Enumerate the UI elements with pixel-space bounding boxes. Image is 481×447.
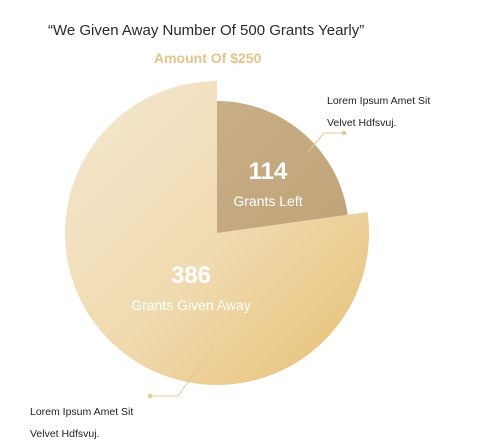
leader-line-top-dot — [341, 130, 347, 136]
annotation-bottom-line1: Lorem Ipsum Amet Sit — [30, 406, 134, 418]
annotation-bottom: Lorem Ipsum Amet Sit Velvet Hdfsvuj. — [30, 401, 190, 445]
slice-grants-left — [217, 101, 348, 233]
leader-line-bottom — [150, 345, 215, 397]
annotation-top-line2: Velvet Hdfsvuj. — [327, 117, 397, 129]
slice-grants-given-away — [64, 81, 369, 385]
slice-grants-left-value: 114 — [249, 158, 288, 185]
leader-line-bottom-dot — [147, 393, 153, 399]
slice-grants-given-away-value: 386 — [171, 262, 211, 289]
slice-grants-left-label: Grants Left — [233, 193, 302, 209]
chart-title: “We Given Away Number Of 500 Grants Year… — [48, 22, 365, 39]
slice-grants-given-away-label: Grants Given Away — [131, 297, 251, 313]
leader-line-top — [307, 132, 344, 153]
annotation-top: Lorem Ipsum Amet Sit Velvet Hdfsvuj. — [327, 90, 481, 134]
annotation-bottom-line2: Velvet Hdfsvuj. — [30, 428, 100, 440]
annotation-top-line1: Lorem Ipsum Amet Sit — [327, 95, 431, 107]
chart-subtitle: Amount Of $250 — [154, 50, 262, 66]
